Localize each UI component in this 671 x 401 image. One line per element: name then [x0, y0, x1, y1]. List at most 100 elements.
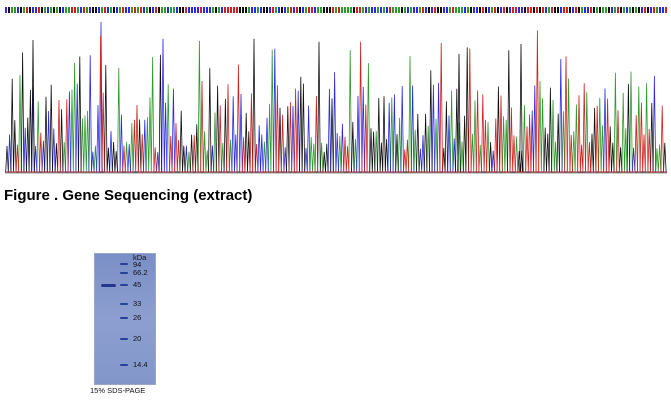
base-call-mark	[665, 7, 667, 13]
base-call-mark	[644, 7, 646, 13]
base-call-mark	[293, 7, 295, 13]
base-call-mark	[488, 7, 490, 13]
base-call-mark	[626, 7, 628, 13]
base-call-mark	[410, 7, 412, 13]
ladder-band	[120, 272, 128, 274]
base-call-mark	[464, 7, 466, 13]
ladder-band	[120, 303, 128, 305]
marker-label-33: 33	[133, 299, 142, 308]
sds-page-gel-figure: kDa 94 66.2 45 33 26 20 14.4 15% SDS-PAG…	[90, 250, 170, 400]
base-call-mark	[143, 7, 145, 13]
base-call-mark	[428, 7, 430, 13]
base-call-mark	[140, 7, 142, 13]
base-call-mark	[518, 7, 520, 13]
base-call-mark	[356, 7, 358, 13]
base-call-mark	[239, 7, 241, 13]
base-call-mark	[179, 7, 181, 13]
base-call-mark	[590, 7, 592, 13]
base-call-mark	[419, 7, 421, 13]
kda-unit-label: kDa	[133, 253, 147, 262]
base-call-mark	[557, 7, 559, 13]
base-call-mark	[107, 7, 109, 13]
base-call-mark	[101, 7, 103, 13]
base-call-mark	[647, 7, 649, 13]
base-call-mark	[560, 7, 562, 13]
base-call-mark	[221, 7, 223, 13]
base-call-mark	[266, 7, 268, 13]
base-call-mark	[110, 7, 112, 13]
base-call-mark	[92, 7, 94, 13]
base-call-mark	[434, 7, 436, 13]
base-call-mark	[662, 7, 664, 13]
base-call-mark	[173, 7, 175, 13]
base-call-mark	[611, 7, 613, 13]
base-call-mark	[209, 7, 211, 13]
base-call-mark	[62, 7, 64, 13]
base-call-mark	[632, 7, 634, 13]
base-call-mark	[368, 7, 370, 13]
base-call-mark	[482, 7, 484, 13]
base-call-mark	[572, 7, 574, 13]
base-call-mark	[470, 7, 472, 13]
base-call-mark	[623, 7, 625, 13]
base-call-mark	[29, 7, 31, 13]
base-call-mark	[203, 7, 205, 13]
ladder-band	[120, 317, 128, 319]
base-call-mark	[554, 7, 556, 13]
base-call-mark	[479, 7, 481, 13]
base-call-mark	[446, 7, 448, 13]
base-call-mark	[227, 7, 229, 13]
base-call-mark	[287, 7, 289, 13]
marker-label-20: 20	[133, 334, 142, 343]
base-call-mark	[317, 7, 319, 13]
base-call-mark	[323, 7, 325, 13]
sequence-base-strip	[5, 2, 667, 13]
base-call-mark	[218, 7, 220, 13]
base-call-mark	[617, 7, 619, 13]
trace-line	[5, 30, 667, 173]
base-call-mark	[497, 7, 499, 13]
base-call-mark	[68, 7, 70, 13]
base-call-mark	[320, 7, 322, 13]
base-call-mark	[134, 7, 136, 13]
base-call-mark	[458, 7, 460, 13]
base-call-mark	[167, 7, 169, 13]
base-call-mark	[386, 7, 388, 13]
base-call-mark	[53, 7, 55, 13]
base-call-mark	[263, 7, 265, 13]
base-call-mark	[401, 7, 403, 13]
base-call-mark	[206, 7, 208, 13]
base-call-mark	[41, 7, 43, 13]
base-call-mark	[212, 7, 214, 13]
base-call-mark	[182, 7, 184, 13]
marker-label-26: 26	[133, 313, 142, 322]
base-call-mark	[407, 7, 409, 13]
base-call-mark	[257, 7, 259, 13]
base-call-mark	[533, 7, 535, 13]
base-call-mark	[158, 7, 160, 13]
base-call-mark	[155, 7, 157, 13]
base-call-mark	[146, 7, 148, 13]
base-call-mark	[350, 7, 352, 13]
base-call-mark	[443, 7, 445, 13]
marker-label-14: 14.4	[133, 360, 148, 369]
base-call-mark	[500, 7, 502, 13]
base-call-mark	[587, 7, 589, 13]
base-call-mark	[365, 7, 367, 13]
base-call-mark	[431, 7, 433, 13]
base-call-mark	[44, 7, 46, 13]
base-call-mark	[278, 7, 280, 13]
base-call-mark	[185, 7, 187, 13]
base-call-mark	[224, 7, 226, 13]
base-call-mark	[20, 7, 22, 13]
base-call-mark	[563, 7, 565, 13]
base-call-mark	[455, 7, 457, 13]
base-call-mark	[374, 7, 376, 13]
base-call-mark	[329, 7, 331, 13]
base-call-mark	[548, 7, 550, 13]
base-call-mark	[47, 7, 49, 13]
base-call-mark	[338, 7, 340, 13]
base-call-mark	[602, 7, 604, 13]
base-call-mark	[50, 7, 52, 13]
base-call-mark	[17, 7, 19, 13]
